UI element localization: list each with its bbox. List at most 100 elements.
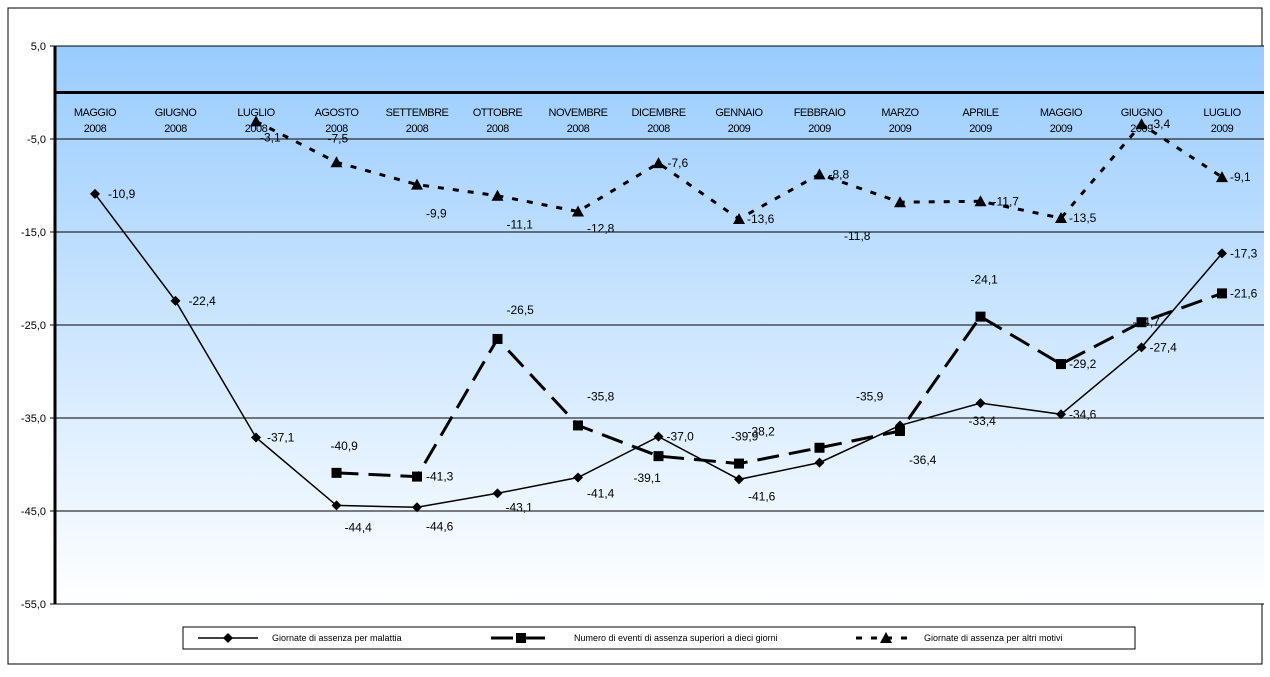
data-label: -44,4 bbox=[345, 520, 373, 534]
category-label-year: 2009 bbox=[969, 123, 992, 135]
category-label-year: 2009 bbox=[728, 123, 751, 135]
diamond-marker bbox=[170, 295, 181, 306]
data-label: -17,3 bbox=[1230, 246, 1258, 260]
diamond-marker bbox=[1056, 409, 1066, 420]
diamond-marker bbox=[331, 500, 342, 511]
square-marker bbox=[734, 458, 744, 469]
triangle-marker bbox=[1135, 118, 1148, 130]
data-label: -21,6 bbox=[1230, 286, 1258, 300]
data-label: -41,4 bbox=[587, 487, 615, 501]
data-label: -38,2 bbox=[748, 425, 776, 439]
category-label-month: GIUGNO bbox=[1121, 107, 1164, 119]
y-tick-label: -45,0 bbox=[21, 506, 46, 518]
y-tick-label: -5,0 bbox=[27, 134, 46, 146]
triangle-marker bbox=[652, 157, 665, 169]
data-label: -35,8 bbox=[587, 389, 615, 403]
category-label-year: 2008 bbox=[325, 123, 348, 135]
category-label-month: GENNAIO bbox=[715, 107, 763, 119]
category-label-year: 2009 bbox=[1050, 123, 1073, 135]
category-label-month: OTTOBRE bbox=[473, 107, 523, 119]
triangle-marker bbox=[1216, 171, 1228, 183]
data-label: -27,4 bbox=[1150, 340, 1178, 354]
y-tick-label: -35,0 bbox=[21, 413, 46, 425]
data-label: -39,1 bbox=[634, 471, 662, 485]
triangle-marker bbox=[894, 196, 906, 208]
category-label-year: 2008 bbox=[567, 123, 590, 135]
y-tick-label: 5,0 bbox=[31, 41, 46, 53]
square-marker bbox=[1056, 359, 1066, 370]
legend-entry: Numero di eventi di assenza superiori a … bbox=[491, 633, 778, 643]
category-label-year: 2009 bbox=[1211, 123, 1234, 135]
category-label-month: LUGLIO bbox=[237, 107, 275, 119]
diamond-marker bbox=[734, 474, 744, 485]
data-label: -9,9 bbox=[426, 207, 447, 221]
y-tick-label: -15,0 bbox=[21, 227, 46, 239]
triangle-marker bbox=[572, 205, 584, 217]
legend-entry: Giornate di assenza per altri motivi bbox=[856, 632, 1063, 643]
data-label: -39,9 bbox=[731, 430, 759, 444]
square-marker bbox=[492, 333, 503, 344]
square-marker bbox=[895, 426, 905, 437]
legend-label: Numero di eventi di assenza superiori a … bbox=[574, 633, 778, 643]
data-label: -24,7 bbox=[1133, 315, 1161, 329]
data-label: -24,1 bbox=[971, 273, 999, 287]
category-label-year: 2008 bbox=[406, 123, 429, 135]
square-marker bbox=[1136, 317, 1147, 328]
triangle-marker bbox=[330, 156, 343, 168]
category-label-month: GIUGNO bbox=[155, 107, 198, 119]
category-label-year: 2009 bbox=[808, 123, 831, 135]
category-label-year: 2008 bbox=[647, 123, 670, 135]
square-marker bbox=[1217, 288, 1227, 299]
legend bbox=[182, 626, 1136, 650]
series-line bbox=[336, 291, 1223, 479]
data-label: -7,5 bbox=[328, 131, 349, 145]
triangle-marker bbox=[411, 178, 423, 190]
category-label-month: LUGLIO bbox=[1203, 107, 1241, 119]
data-label: -11,8 bbox=[844, 229, 871, 243]
square-marker bbox=[975, 311, 986, 322]
data-label: -41,6 bbox=[748, 489, 776, 503]
data-label: -43,1 bbox=[506, 500, 534, 514]
category-label-month: APRILE bbox=[962, 107, 998, 119]
diamond-marker bbox=[1136, 342, 1147, 353]
legend-label: Giornate di assenza per malattia bbox=[272, 633, 402, 643]
diamond-marker bbox=[1217, 248, 1227, 259]
diamond-marker bbox=[653, 431, 664, 442]
triangle-marker bbox=[880, 632, 892, 643]
data-label: -11,1 bbox=[507, 218, 534, 232]
category-label-year: 2008 bbox=[486, 123, 509, 135]
category-label-year: 2009 bbox=[889, 123, 912, 135]
triangle-marker bbox=[491, 189, 504, 201]
data-label: -22,4 bbox=[189, 294, 217, 308]
category-label-month: MARZO bbox=[881, 107, 919, 119]
diamond-marker bbox=[223, 633, 233, 643]
diamond-marker bbox=[492, 488, 503, 499]
series-2 bbox=[331, 288, 1227, 482]
data-label: -36,4 bbox=[909, 453, 937, 467]
category-label-month: MAGGIO bbox=[1040, 107, 1083, 119]
category-label-month: MAGGIO bbox=[74, 107, 117, 119]
diamond-marker bbox=[573, 472, 583, 483]
triangle-marker bbox=[733, 212, 745, 224]
square-marker bbox=[412, 471, 422, 482]
diamond-marker bbox=[975, 398, 986, 409]
data-label: -13,6 bbox=[747, 212, 775, 226]
diamond-marker bbox=[251, 432, 261, 443]
category-label-year: 2008 bbox=[164, 123, 187, 135]
legend-entry: Giornate di assenza per malattia bbox=[198, 633, 402, 643]
category-label-month: AGOSTO bbox=[315, 107, 360, 119]
triangle-marker bbox=[813, 168, 826, 180]
y-tick-label: -55,0 bbox=[21, 599, 46, 611]
triangle-marker bbox=[974, 195, 987, 207]
legend-label: Giornate di assenza per altri motivi bbox=[924, 633, 1063, 643]
data-label: -10,9 bbox=[108, 187, 136, 201]
square-marker bbox=[814, 442, 825, 453]
data-label: -7,6 bbox=[668, 156, 689, 170]
triangle-marker bbox=[250, 115, 262, 127]
data-label: -29,2 bbox=[1069, 357, 1097, 371]
data-label: -37,1 bbox=[267, 431, 295, 445]
triangle-marker bbox=[1055, 212, 1067, 224]
diamond-marker bbox=[90, 188, 100, 199]
data-label: -34,6 bbox=[1069, 407, 1097, 421]
square-marker bbox=[331, 467, 342, 478]
